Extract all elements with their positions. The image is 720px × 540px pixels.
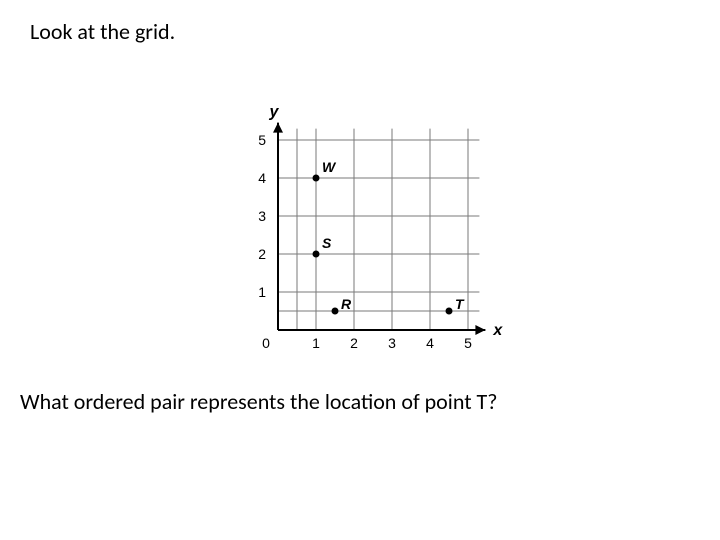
svg-text:y: y <box>269 104 280 121</box>
instruction-top: Look at the grid. <box>30 18 175 45</box>
svg-text:S: S <box>322 235 332 251</box>
svg-text:2: 2 <box>258 246 266 262</box>
svg-text:3: 3 <box>258 208 266 224</box>
svg-text:W: W <box>322 159 337 175</box>
svg-text:4: 4 <box>426 335 434 351</box>
svg-text:5: 5 <box>258 132 266 148</box>
svg-text:T: T <box>455 296 465 312</box>
svg-text:2: 2 <box>350 335 358 351</box>
svg-text:1: 1 <box>258 284 266 300</box>
question-text: What ordered pair represents the locatio… <box>20 388 497 415</box>
svg-text:R: R <box>341 296 352 312</box>
svg-text:3: 3 <box>388 335 396 351</box>
coordinate-grid: 1 2 3 4 5 0 1 2 3 4 5 x y W S R T <box>220 80 520 365</box>
svg-text:5: 5 <box>464 335 472 351</box>
svg-text:0: 0 <box>262 335 270 351</box>
svg-text:1: 1 <box>312 335 320 351</box>
svg-text:4: 4 <box>258 170 266 186</box>
svg-text:x: x <box>492 322 503 339</box>
